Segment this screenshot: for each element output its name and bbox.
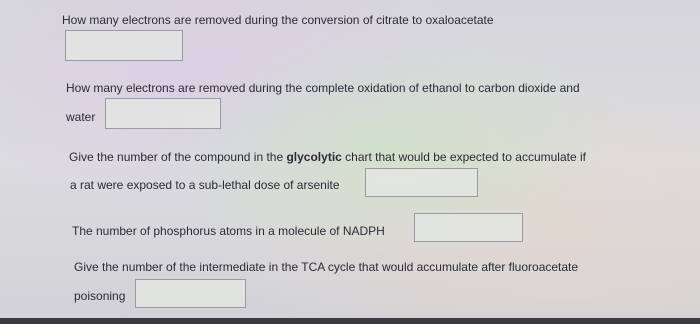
text: chart that would be expected to accumula… <box>341 150 586 164</box>
question-text: Give the number of the compound in the g… <box>69 150 586 164</box>
answer-input[interactable] <box>105 98 221 129</box>
answer-input[interactable] <box>65 30 183 61</box>
screen-edge <box>0 318 700 324</box>
question-text: The number of phosphorus atoms in a mole… <box>72 224 385 238</box>
question-text: water <box>66 110 96 124</box>
question-text: a rat were exposed to a sub-lethal dose … <box>70 178 340 192</box>
text: Give the number of the compound in the <box>69 150 287 164</box>
question-text: How many electrons are removed during th… <box>66 81 580 95</box>
answer-input[interactable] <box>365 168 478 197</box>
question-text: How many electrons are removed during th… <box>62 13 494 27</box>
answer-input[interactable] <box>414 213 523 242</box>
answer-input[interactable] <box>135 279 246 308</box>
question-text: Give the number of the intermediate in t… <box>74 260 579 274</box>
bold-text: glycolytic <box>286 150 342 164</box>
question-text: poisoning <box>74 289 126 303</box>
